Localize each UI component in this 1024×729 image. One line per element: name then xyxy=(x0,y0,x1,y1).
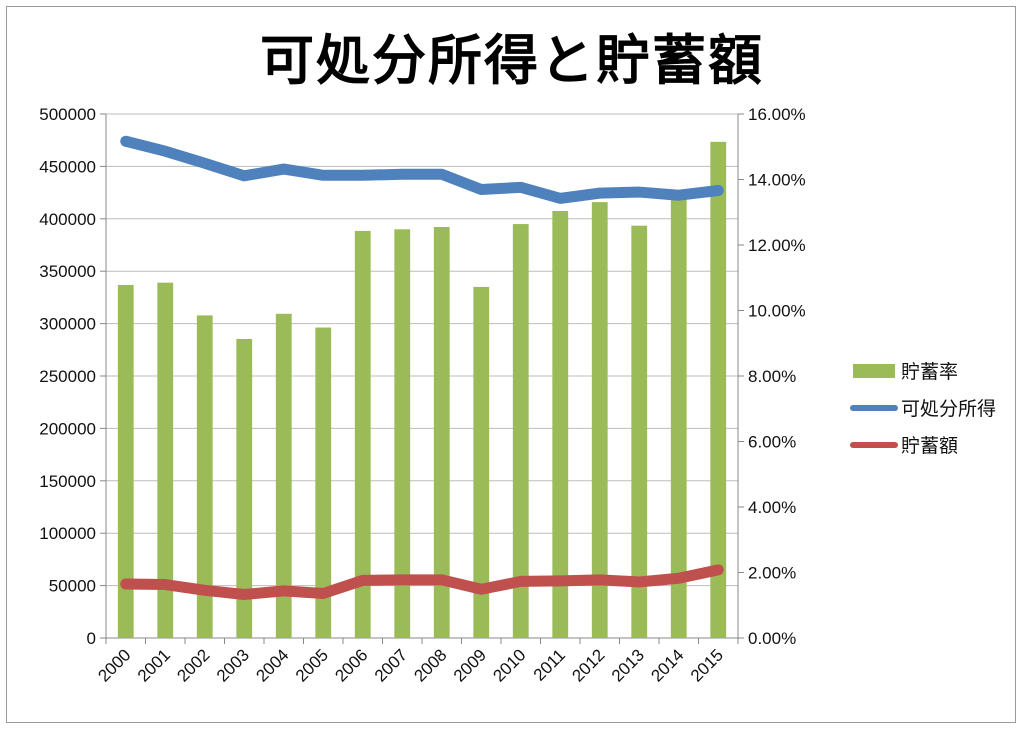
left-axis-tick-label: 200000 xyxy=(39,419,96,438)
left-axis-tick-label: 0 xyxy=(87,629,96,648)
x-axis-tick-label: 2006 xyxy=(331,645,371,685)
bar xyxy=(315,327,332,638)
legend-label: 可処分所得 xyxy=(901,398,996,420)
bar xyxy=(670,194,687,638)
left-axis-tick-label: 50000 xyxy=(49,577,96,596)
left-axis-tick-label: 250000 xyxy=(39,367,96,386)
right-axis-tick-label: 14.00% xyxy=(748,171,806,190)
series-line xyxy=(120,135,724,204)
bar xyxy=(394,229,411,638)
x-axis-tick-label: 2013 xyxy=(608,645,648,685)
left-axis-tick-label: 300000 xyxy=(39,315,96,334)
x-axis-tick-label: 2011 xyxy=(530,645,569,684)
left-axis-tick-label: 150000 xyxy=(39,472,96,491)
right-axis-tick-label: 0.00% xyxy=(748,629,796,648)
right-axis-tick-label: 2.00% xyxy=(748,564,796,583)
bar xyxy=(275,313,292,638)
bar xyxy=(433,226,450,639)
x-axis-tick-label: 2015 xyxy=(687,645,727,685)
bar xyxy=(117,284,134,638)
bar xyxy=(354,230,371,639)
legend-label: 貯蓄額 xyxy=(901,435,958,457)
right-axis-tick-label: 16.00% xyxy=(748,105,806,124)
bar xyxy=(710,141,727,638)
left-axis-tick-label: 450000 xyxy=(39,157,96,176)
x-axis-tick-label: 2004 xyxy=(252,645,292,685)
left-axis-tick-label: 100000 xyxy=(39,524,96,543)
bar xyxy=(473,286,490,638)
x-axis-tick-label: 2002 xyxy=(173,645,213,685)
bar xyxy=(157,282,174,638)
bar xyxy=(591,202,608,638)
chart-title: 可処分所得と貯蓄額 xyxy=(260,29,764,92)
left-axis-tick-label: 400000 xyxy=(39,210,96,229)
right-axis-tick-label: 6.00% xyxy=(748,433,796,452)
x-axis-tick-label: 2010 xyxy=(489,645,529,685)
x-axis-tick-label: 2007 xyxy=(371,645,411,685)
x-axis-tick-label: 2009 xyxy=(450,645,490,685)
x-axis-tick-label: 2003 xyxy=(213,645,253,685)
x-axis-tick-label: 2001 xyxy=(134,645,174,685)
left-axis-tick-label: 500000 xyxy=(39,105,96,124)
x-axis-tick-label: 2014 xyxy=(647,645,687,685)
bar xyxy=(236,338,253,638)
bar xyxy=(196,315,213,638)
bar xyxy=(512,224,529,639)
bar xyxy=(631,225,648,639)
series-line xyxy=(120,564,724,601)
right-axis-tick-label: 8.00% xyxy=(748,367,796,386)
right-axis-tick-label: 12.00% xyxy=(748,236,806,255)
bar xyxy=(552,210,569,638)
right-axis-tick-label: 4.00% xyxy=(748,498,796,517)
right-axis-tick-label: 10.00% xyxy=(748,302,806,321)
chart-frame xyxy=(6,6,1016,723)
legend-swatch-bar xyxy=(853,364,895,378)
legend-label: 貯蓄率 xyxy=(901,361,958,383)
x-axis-tick-label: 2000 xyxy=(94,645,134,685)
x-axis-tick-label: 2012 xyxy=(568,645,608,685)
x-axis-tick-label: 2005 xyxy=(292,645,332,685)
left-axis-tick-label: 350000 xyxy=(39,262,96,281)
x-axis-tick-label: 2008 xyxy=(410,645,450,685)
